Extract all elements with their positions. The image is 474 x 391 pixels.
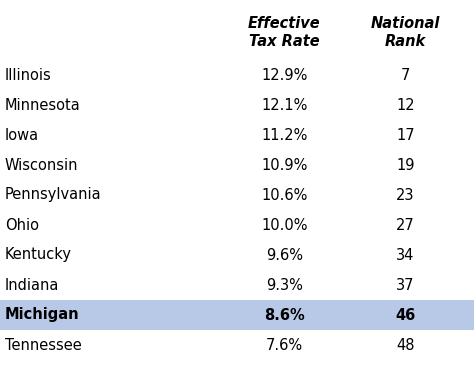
Text: Minnesota: Minnesota — [5, 97, 81, 113]
Text: 8.6%: 8.6% — [264, 307, 305, 323]
Text: 46: 46 — [395, 307, 415, 323]
Text: Indiana: Indiana — [5, 278, 59, 292]
Text: 48: 48 — [396, 337, 415, 353]
Text: Iowa: Iowa — [5, 127, 39, 142]
Text: 34: 34 — [396, 248, 414, 262]
Text: 23: 23 — [396, 188, 415, 203]
Text: 10.6%: 10.6% — [261, 188, 308, 203]
Text: Michigan: Michigan — [5, 307, 79, 323]
Text: 27: 27 — [396, 217, 415, 233]
Text: Wisconsin: Wisconsin — [5, 158, 78, 172]
Text: 17: 17 — [396, 127, 415, 142]
Text: 7.6%: 7.6% — [266, 337, 303, 353]
Text: 7: 7 — [401, 68, 410, 83]
Text: Pennsylvania: Pennsylvania — [5, 188, 101, 203]
Text: 37: 37 — [396, 278, 415, 292]
Text: 11.2%: 11.2% — [261, 127, 308, 142]
Text: Tennessee: Tennessee — [5, 337, 82, 353]
Text: 12: 12 — [396, 97, 415, 113]
Text: 12.9%: 12.9% — [261, 68, 308, 83]
Text: 9.3%: 9.3% — [266, 278, 303, 292]
Text: 19: 19 — [396, 158, 415, 172]
Text: Effective
Tax Rate: Effective Tax Rate — [248, 16, 321, 49]
Text: 10.9%: 10.9% — [261, 158, 308, 172]
Text: National
Rank: National Rank — [371, 16, 440, 49]
FancyBboxPatch shape — [0, 300, 474, 330]
Text: Kentucky: Kentucky — [5, 248, 72, 262]
Text: 10.0%: 10.0% — [261, 217, 308, 233]
Text: 9.6%: 9.6% — [266, 248, 303, 262]
Text: 12.1%: 12.1% — [261, 97, 308, 113]
Text: Ohio: Ohio — [5, 217, 39, 233]
Text: Illinois: Illinois — [5, 68, 52, 83]
